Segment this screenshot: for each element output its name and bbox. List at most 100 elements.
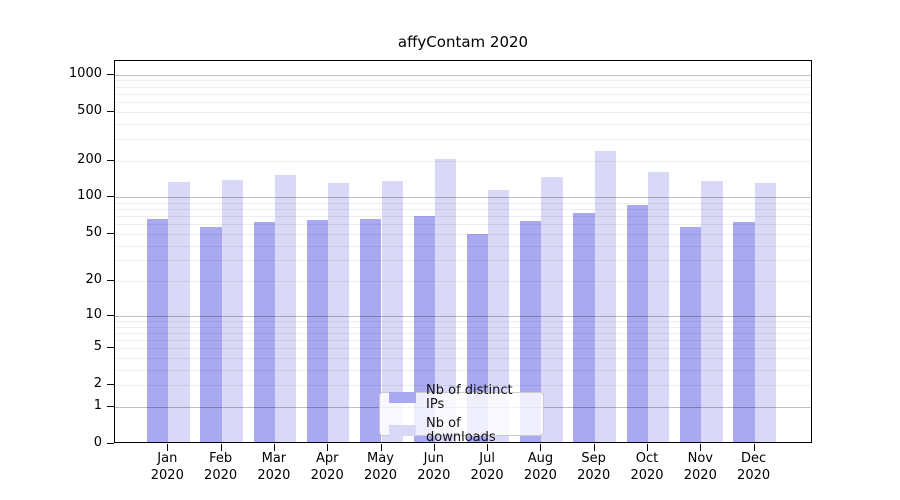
x-tick-label-mar: Mar 2020 xyxy=(257,451,291,483)
bar-ips-aug xyxy=(520,221,542,442)
x-tick-label-apr: Apr 2020 xyxy=(310,451,344,483)
x-tick-label-jan: Jan 2020 xyxy=(150,451,184,483)
x-tick-mar xyxy=(273,444,275,451)
bar-ips-apr xyxy=(306,219,329,442)
gridline-minor-40 xyxy=(115,245,811,247)
x-tick-apr xyxy=(327,444,329,451)
gridline-minor-9 xyxy=(115,320,811,322)
gridline-minor-20 xyxy=(115,281,811,283)
y-tick-label-5: 5 xyxy=(93,339,102,355)
gridline-major-1000 xyxy=(115,74,811,76)
x-tick-jun xyxy=(433,444,435,451)
bar-ips-jan xyxy=(147,218,169,442)
y-tick-500 xyxy=(107,110,114,112)
gridline-major-100 xyxy=(115,197,811,199)
legend: Nb of distinct IPs Nb of downloads xyxy=(379,383,544,444)
bar-downloads-jun xyxy=(434,158,457,442)
bar-downloads-aug xyxy=(541,176,563,442)
x-tick-nov xyxy=(700,444,702,451)
bar-ips-oct xyxy=(626,205,648,442)
gridline-minor-50 xyxy=(115,233,811,235)
gridline-minor-200 xyxy=(115,160,811,162)
gridline-minor-3 xyxy=(115,369,811,371)
gridline-minor-8 xyxy=(115,326,811,328)
chart-title: affyContam 2020 xyxy=(397,33,529,51)
bar-downloads-mar xyxy=(274,174,297,442)
x-tick-label-aug: Aug 2020 xyxy=(523,451,557,483)
x-tick-label-oct: Oct 2020 xyxy=(630,451,664,483)
plot-area xyxy=(114,60,812,443)
gridline-minor-80 xyxy=(115,209,811,211)
x-tick-oct xyxy=(647,444,648,451)
x-tick-sep xyxy=(593,444,595,451)
x-tick-aug xyxy=(540,444,542,451)
legend-swatch-distinct-ips xyxy=(389,392,416,403)
y-tick-label-2: 2 xyxy=(93,376,102,392)
x-tick-jan xyxy=(167,444,169,451)
bar-downloads-nov xyxy=(701,181,723,442)
legend-swatch-downloads xyxy=(389,425,416,436)
x-tick-label-jun: Jun 2020 xyxy=(417,451,451,483)
legend-item-distinct-ips: Nb of distinct IPs xyxy=(389,382,534,412)
legend-label-distinct-ips: Nb of distinct IPs xyxy=(426,382,513,412)
y-tick-2 xyxy=(107,384,114,386)
gridline-minor-7 xyxy=(115,332,811,334)
gridline-minor-600 xyxy=(115,101,811,103)
x-tick-label-sep: Sep 2020 xyxy=(577,451,611,483)
y-tick-label-0: 0 xyxy=(93,435,102,450)
x-tick-label-dec: Dec 2020 xyxy=(737,451,771,483)
gridline-minor-4 xyxy=(115,358,811,359)
y-tick-10 xyxy=(107,314,114,316)
gridline-minor-5 xyxy=(115,348,811,350)
gridline-minor-700 xyxy=(115,93,811,95)
y-tick-1000 xyxy=(107,73,114,75)
bar-ips-jul xyxy=(466,233,489,442)
x-tick-label-may: May 2020 xyxy=(363,451,398,483)
bar-ips-sep xyxy=(573,213,595,442)
x-tick-may xyxy=(380,444,382,451)
y-tick-label-20: 20 xyxy=(85,272,102,288)
y-tick-label-50: 50 xyxy=(85,224,102,240)
gridline-minor-900 xyxy=(115,80,811,82)
x-tick-dec xyxy=(753,444,755,451)
gridline-minor-300 xyxy=(115,138,811,140)
bar-downloads-jul xyxy=(488,189,510,442)
bar-ips-mar xyxy=(253,222,275,442)
gridline-minor-2 xyxy=(115,385,811,387)
gridline-minor-90 xyxy=(115,202,811,204)
gridline-minor-30 xyxy=(115,260,811,262)
bar-ips-feb xyxy=(200,226,222,442)
bar-downloads-oct xyxy=(648,172,670,442)
x-tick-label-jul: Jul 2020 xyxy=(470,451,504,483)
y-tick-label-200: 200 xyxy=(77,151,102,167)
y-tick-label-500: 500 xyxy=(77,102,102,118)
y-tick-0 xyxy=(107,443,114,444)
y-tick-5 xyxy=(107,347,114,349)
bar-ips-nov xyxy=(680,226,702,442)
y-tick-label-1000: 1000 xyxy=(68,65,102,81)
x-tick-label-nov: Nov 2020 xyxy=(683,451,717,483)
gridline-minor-70 xyxy=(115,216,811,218)
bar-downloads-sep xyxy=(594,150,616,442)
bar-downloads-apr xyxy=(328,182,350,442)
gridline-minor-60 xyxy=(115,224,811,226)
x-tick-jul xyxy=(487,444,489,451)
bar-downloads-jan xyxy=(168,181,190,442)
gridline-minor-500 xyxy=(115,111,811,113)
legend-item-downloads: Nb of downloads xyxy=(389,415,534,445)
bar-ips-jun xyxy=(413,215,435,442)
bar-downloads-feb xyxy=(221,180,243,442)
y-tick-20 xyxy=(107,280,114,282)
gridline-minor-800 xyxy=(115,86,811,88)
bar-ips-may xyxy=(360,218,382,442)
legend-label-downloads: Nb of downloads xyxy=(426,415,496,445)
y-tick-100 xyxy=(107,196,114,198)
gridline-minor-6 xyxy=(115,340,811,341)
bar-ips-dec xyxy=(733,222,755,442)
y-tick-label-1: 1 xyxy=(93,397,102,413)
x-tick-feb xyxy=(220,444,222,451)
bar-downloads-dec xyxy=(754,182,776,442)
gridline-minor-400 xyxy=(115,123,811,125)
y-tick-label-10: 10 xyxy=(85,306,102,322)
